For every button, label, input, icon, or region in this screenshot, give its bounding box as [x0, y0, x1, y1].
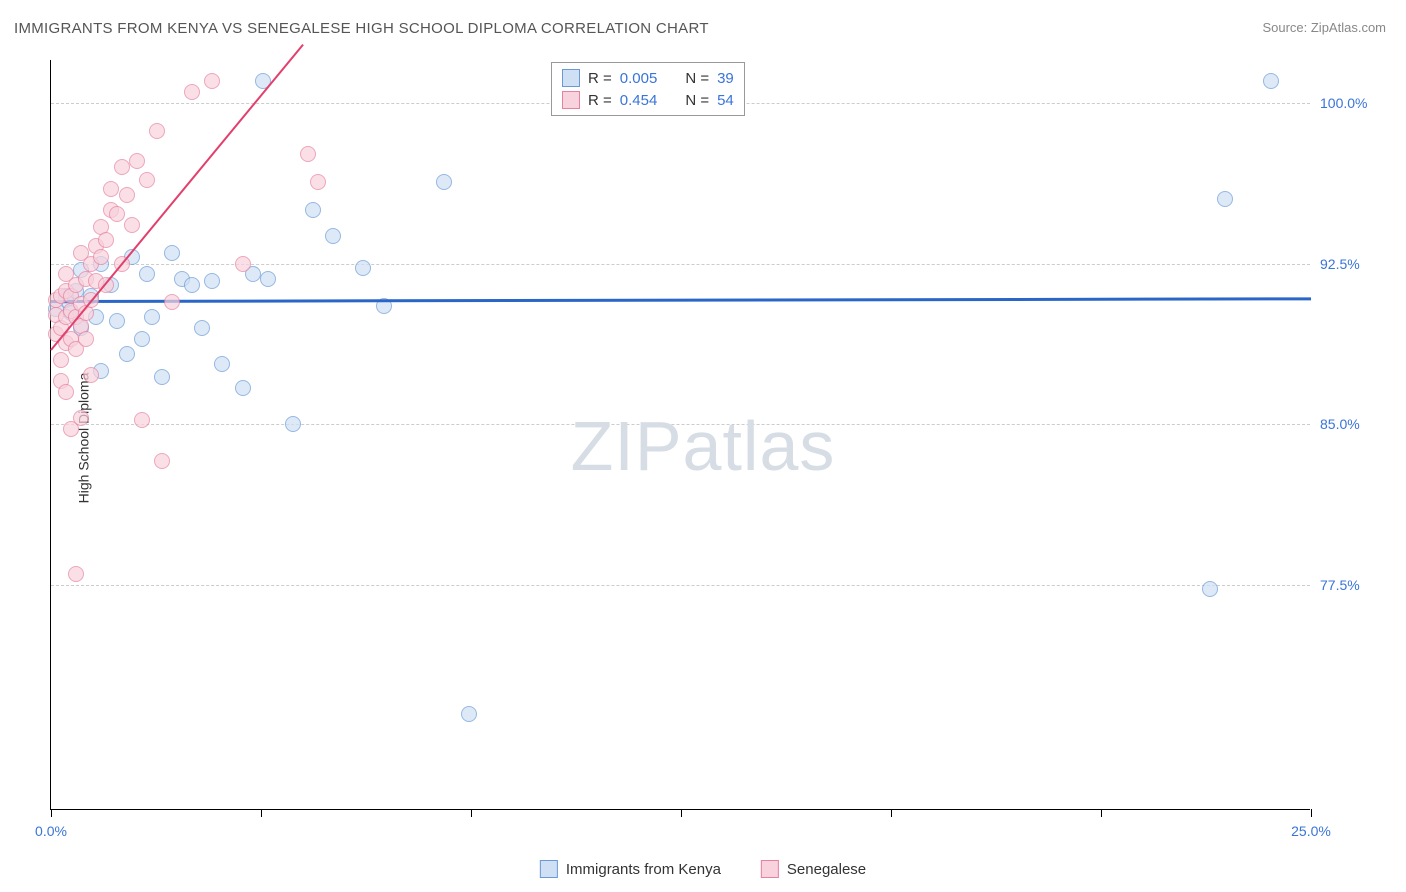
scatter-point-senegalese — [78, 331, 94, 347]
scatter-point-senegalese — [98, 232, 114, 248]
stats-row: R = 0.005 N = 39 — [562, 67, 734, 89]
scatter-point-kenya — [119, 346, 135, 362]
n-value: 54 — [717, 92, 734, 109]
r-label: R = — [588, 92, 612, 109]
gridline — [51, 585, 1310, 586]
y-tick-label: 77.5% — [1320, 577, 1390, 593]
r-value: 0.005 — [620, 70, 658, 87]
scatter-point-senegalese — [68, 566, 84, 582]
scatter-point-senegalese — [139, 172, 155, 188]
scatter-point-kenya — [436, 174, 452, 190]
scatter-point-senegalese — [103, 181, 119, 197]
x-tick — [51, 809, 52, 817]
x-tick — [261, 809, 262, 817]
trendline-kenya — [51, 297, 1311, 303]
x-tick — [1101, 809, 1102, 817]
scatter-point-kenya — [461, 706, 477, 722]
scatter-point-senegalese — [119, 187, 135, 203]
stats-row: R = 0.454 N = 54 — [562, 89, 734, 111]
scatter-point-kenya — [285, 416, 301, 432]
r-value: 0.454 — [620, 92, 658, 109]
scatter-point-kenya — [144, 309, 160, 325]
x-tick — [681, 809, 682, 817]
x-tick — [891, 809, 892, 817]
legend-item: Immigrants from Kenya — [540, 860, 721, 878]
scatter-point-senegalese — [310, 174, 326, 190]
scatter-point-senegalese — [204, 73, 220, 89]
legend-label: Senegalese — [787, 861, 866, 878]
scatter-point-kenya — [139, 266, 155, 282]
y-tick-label: 100.0% — [1320, 95, 1390, 111]
scatter-point-kenya — [164, 245, 180, 261]
scatter-point-kenya — [235, 380, 251, 396]
y-tick-label: 85.0% — [1320, 416, 1390, 432]
y-tick-label: 92.5% — [1320, 256, 1390, 272]
bottom-legend: Immigrants from Kenya Senegalese — [540, 860, 866, 878]
chart-title: IMMIGRANTS FROM KENYA VS SENEGALESE HIGH… — [14, 20, 709, 37]
n-value: 39 — [717, 70, 734, 87]
scatter-point-senegalese — [93, 249, 109, 265]
scatter-point-senegalese — [149, 123, 165, 139]
scatter-point-senegalese — [184, 84, 200, 100]
scatter-point-senegalese — [235, 256, 251, 272]
legend-swatch — [562, 91, 580, 109]
scatter-point-kenya — [1217, 191, 1233, 207]
scatter-point-senegalese — [109, 206, 125, 222]
n-label: N = — [685, 92, 709, 109]
legend-swatch — [540, 860, 558, 878]
scatter-point-kenya — [305, 202, 321, 218]
x-tick — [471, 809, 472, 817]
scatter-point-kenya — [1263, 73, 1279, 89]
scatter-point-senegalese — [114, 159, 130, 175]
scatter-point-kenya — [109, 313, 125, 329]
legend-label: Immigrants from Kenya — [566, 861, 721, 878]
scatter-point-kenya — [355, 260, 371, 276]
scatter-point-senegalese — [300, 146, 316, 162]
scatter-point-kenya — [214, 356, 230, 372]
scatter-point-senegalese — [134, 412, 150, 428]
scatter-point-kenya — [184, 277, 200, 293]
scatter-point-kenya — [325, 228, 341, 244]
scatter-point-senegalese — [124, 217, 140, 233]
scatter-point-senegalese — [58, 384, 74, 400]
n-label: N = — [685, 70, 709, 87]
legend-swatch — [562, 69, 580, 87]
r-label: R = — [588, 70, 612, 87]
x-tick-label: 0.0% — [35, 823, 67, 839]
scatter-point-senegalese — [83, 367, 99, 383]
scatter-point-senegalese — [154, 453, 170, 469]
x-tick-label: 25.0% — [1291, 823, 1331, 839]
scatter-point-kenya — [1202, 581, 1218, 597]
scatter-point-kenya — [154, 369, 170, 385]
source-attribution: Source: ZipAtlas.com — [1262, 20, 1386, 35]
gridline — [51, 424, 1310, 425]
scatter-point-senegalese — [164, 294, 180, 310]
stats-legend-box: R = 0.005 N = 39 R = 0.454 N = 54 — [551, 62, 745, 116]
scatter-point-senegalese — [129, 153, 145, 169]
x-tick — [1311, 809, 1312, 817]
scatter-point-kenya — [194, 320, 210, 336]
scatter-point-senegalese — [53, 352, 69, 368]
scatter-point-kenya — [204, 273, 220, 289]
scatter-point-kenya — [260, 271, 276, 287]
scatter-point-senegalese — [73, 410, 89, 426]
legend-swatch — [761, 860, 779, 878]
chart-plot-area: 100.0%92.5%85.0%77.5%0.0%25.0%R =0.005N … — [50, 60, 1310, 810]
legend-item: Senegalese — [761, 860, 866, 878]
scatter-point-kenya — [134, 331, 150, 347]
